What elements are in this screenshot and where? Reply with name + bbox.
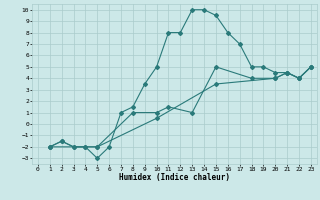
X-axis label: Humidex (Indice chaleur): Humidex (Indice chaleur): [119, 173, 230, 182]
